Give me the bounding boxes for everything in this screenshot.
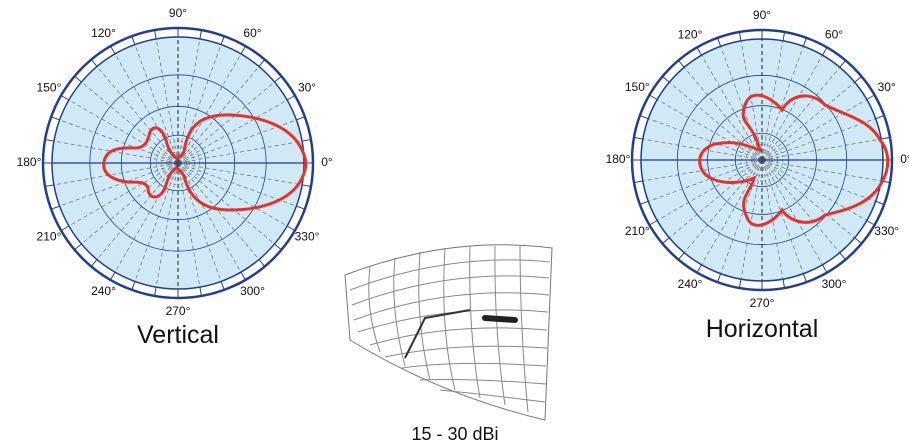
angle-label: 210° xyxy=(37,230,62,244)
angle-label: 150° xyxy=(37,81,62,95)
angle-label: 120° xyxy=(91,26,116,40)
angle-label: 90° xyxy=(753,8,771,22)
page: 0° 30° 60° 90° 120° 150° 180° 210° 240° 270° 300° 3… xyxy=(0,0,909,445)
angle-label: 120° xyxy=(678,27,703,41)
angle-label: 300° xyxy=(822,277,847,291)
angle-label: 240° xyxy=(678,277,703,291)
horizontal-plot: 0° 30° 60° 90° 120° 150° 180° 210° 240° 270° 300° 3… xyxy=(606,8,909,343)
angle-label: 30° xyxy=(878,80,896,94)
angle-label: 210° xyxy=(625,224,650,238)
vertical-plot: 0° 30° 60° 90° 120° 150° 180° 210° 240° 270° 300° 3… xyxy=(17,6,333,349)
angle-label: 300° xyxy=(240,284,265,298)
angle-label: 30° xyxy=(298,81,316,95)
angle-label: 90° xyxy=(169,6,187,20)
plot-caption: Horizontal xyxy=(706,315,819,343)
angle-label: 180° xyxy=(606,152,631,166)
angle-label: 0° xyxy=(900,152,909,166)
angle-label: 150° xyxy=(625,80,650,94)
angle-label: 330° xyxy=(295,230,320,244)
angle-label: 270° xyxy=(166,304,191,318)
angle-label: 60° xyxy=(825,27,843,41)
antenna-caption: 15 - 30 dBi xyxy=(411,424,498,444)
angle-label: 270° xyxy=(750,296,775,310)
plot-caption: Vertical xyxy=(137,321,219,349)
angle-label: 0° xyxy=(321,155,333,169)
angle-label: 180° xyxy=(17,155,42,169)
figure: 0° 30° 60° 90° 120° 150° 180° 210° 240° 270° 300° 3… xyxy=(0,0,909,445)
angle-label: 330° xyxy=(874,224,899,238)
angle-label: 60° xyxy=(243,26,261,40)
grid-antenna xyxy=(345,245,552,420)
angle-label: 240° xyxy=(91,284,116,298)
